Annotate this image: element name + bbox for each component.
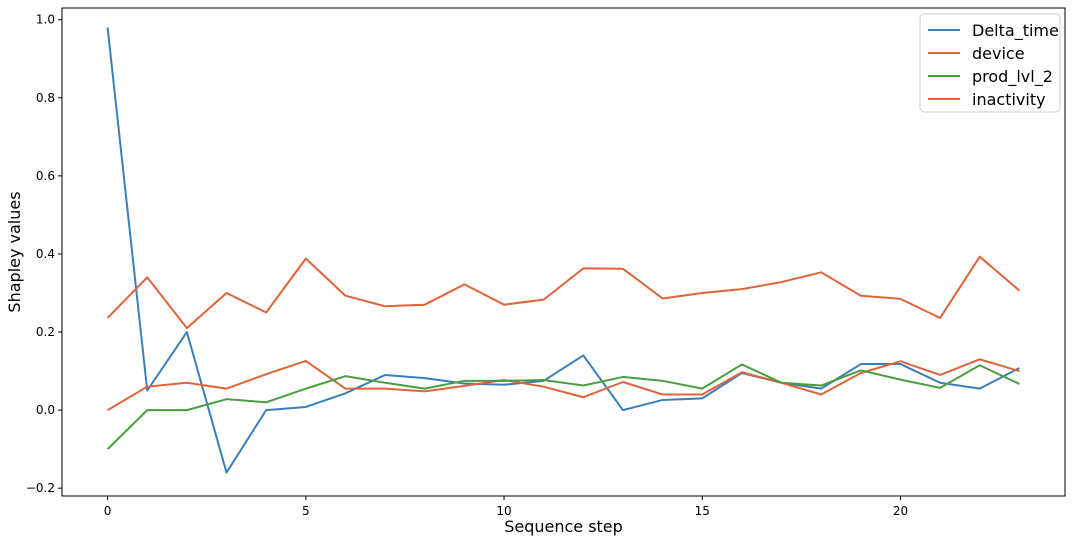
y-tick-label: −0.2 — [26, 481, 55, 495]
legend-label-delta-time: Delta_time — [972, 21, 1059, 41]
series-lines — [106, 27, 1021, 474]
y-axis-label: Shapley values — [5, 191, 24, 312]
series-line-delta-time — [106, 27, 1020, 474]
y-tick-label: 0.4 — [36, 247, 55, 261]
y-tick-label: 0.6 — [36, 169, 55, 183]
y-tick-label: 0.0 — [36, 403, 55, 417]
plot-area — [61, 7, 1066, 497]
x-tick-label: 20 — [893, 504, 908, 518]
y-tick-label: 0.8 — [36, 91, 55, 105]
legend-label-prod-lvl-2: prod_lvl_2 — [972, 67, 1053, 87]
legend-label-device: device — [972, 44, 1025, 63]
series-line-inactivity — [106, 255, 1021, 330]
x-tick-label: 10 — [496, 504, 511, 518]
x-axis-label: Sequence step — [504, 517, 623, 536]
legend-frame — [919, 13, 1061, 113]
x-tick-label: 0 — [104, 504, 112, 518]
x-tick-label: 5 — [302, 504, 310, 518]
series-line-prod-lvl-2 — [106, 363, 1020, 450]
legend-label-inactivity: inactivity — [972, 90, 1046, 109]
ticks-group: 0 5 10 15 20 −0.2 0.0 0.2 0.4 0.6 0.8 1.0 — [26, 13, 908, 518]
y-tick-label: 1.0 — [36, 13, 55, 27]
x-tick-label: 15 — [695, 504, 710, 518]
y-tick-label: 0.2 — [36, 325, 55, 339]
